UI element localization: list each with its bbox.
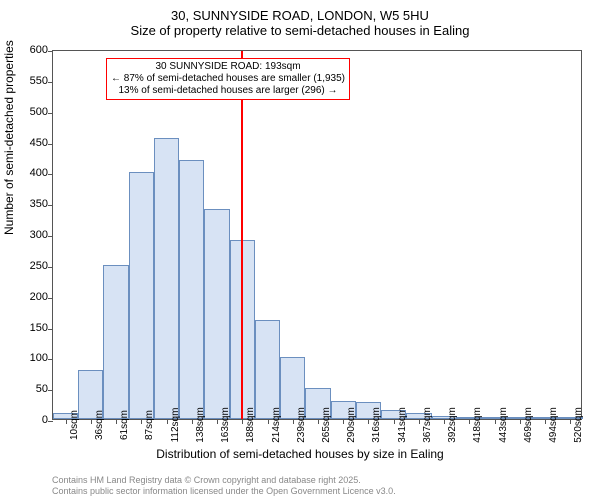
footer-line1: Contains HM Land Registry data © Crown c… <box>52 475 396 486</box>
y-tick <box>48 236 53 237</box>
x-tick-label: 392sqm <box>447 407 458 443</box>
annotation-line1: 30 SUNNYSIDE ROAD: 193sqm <box>111 61 345 73</box>
x-tick-label: 36sqm <box>94 410 105 440</box>
y-tick-label: 600 <box>8 44 48 56</box>
y-tick-label: 0 <box>8 414 48 426</box>
x-tick <box>141 419 142 424</box>
y-tick <box>48 390 53 391</box>
x-tick <box>495 419 496 424</box>
x-tick <box>368 419 369 424</box>
y-tick-label: 550 <box>8 75 48 87</box>
title-subtitle: Size of property relative to semi-detach… <box>0 23 600 38</box>
y-tick <box>48 329 53 330</box>
x-tick <box>570 419 571 424</box>
x-tick <box>192 419 193 424</box>
x-tick-label: 367sqm <box>422 407 433 443</box>
y-tick-label: 300 <box>8 229 48 241</box>
histogram-bar <box>179 160 204 419</box>
annotation-line3: 13% of semi-detached houses are larger (… <box>111 85 345 97</box>
x-tick-label: 188sqm <box>245 407 256 443</box>
y-tick <box>48 144 53 145</box>
y-tick-label: 50 <box>8 383 48 395</box>
title-address: 30, SUNNYSIDE ROAD, LONDON, W5 5HU <box>0 8 600 23</box>
x-tick <box>444 419 445 424</box>
x-tick <box>419 419 420 424</box>
x-tick <box>66 419 67 424</box>
x-tick <box>520 419 521 424</box>
y-tick-label: 150 <box>8 322 48 334</box>
x-tick-label: 418sqm <box>472 407 483 443</box>
x-tick <box>318 419 319 424</box>
y-tick <box>48 174 53 175</box>
x-tick <box>268 419 269 424</box>
y-tick-label: 250 <box>8 260 48 272</box>
y-tick <box>48 359 53 360</box>
annotation-box: 30 SUNNYSIDE ROAD: 193sqm← 87% of semi-d… <box>106 58 350 100</box>
footer-attribution: Contains HM Land Registry data © Crown c… <box>52 475 396 497</box>
y-tick-label: 100 <box>8 352 48 364</box>
x-tick <box>167 419 168 424</box>
x-tick <box>343 419 344 424</box>
y-tick <box>48 267 53 268</box>
x-tick <box>116 419 117 424</box>
annotation-line2: ← 87% of semi-detached houses are smalle… <box>111 73 345 85</box>
x-tick-label: 10sqm <box>69 410 80 440</box>
reference-line <box>241 51 243 419</box>
y-tick-label: 200 <box>8 291 48 303</box>
y-tick <box>48 205 53 206</box>
x-tick <box>242 419 243 424</box>
plot-area: 30 SUNNYSIDE ROAD: 193sqm← 87% of semi-d… <box>52 50 582 420</box>
x-tick <box>469 419 470 424</box>
x-tick-label: 163sqm <box>220 407 231 443</box>
y-tick <box>48 82 53 83</box>
y-tick-label: 450 <box>8 137 48 149</box>
histogram-bar <box>154 138 179 419</box>
x-tick-label: 239sqm <box>296 407 307 443</box>
x-tick <box>293 419 294 424</box>
x-tick-label: 214sqm <box>271 407 282 443</box>
x-axis-label: Distribution of semi-detached houses by … <box>0 447 600 461</box>
x-tick-label: 316sqm <box>371 407 382 443</box>
y-tick <box>48 113 53 114</box>
histogram-bar <box>129 172 154 419</box>
x-tick-label: 87sqm <box>144 410 155 440</box>
y-tick <box>48 421 53 422</box>
x-tick <box>394 419 395 424</box>
histogram-bar <box>103 265 128 419</box>
y-tick <box>48 51 53 52</box>
x-tick-label: 494sqm <box>548 407 559 443</box>
footer-line2: Contains public sector information licen… <box>52 486 396 497</box>
x-tick-label: 443sqm <box>498 407 509 443</box>
x-tick-label: 265sqm <box>321 407 332 443</box>
x-tick-label: 138sqm <box>195 407 206 443</box>
histogram-bar <box>204 209 229 419</box>
x-tick-label: 61sqm <box>119 410 130 440</box>
x-tick <box>217 419 218 424</box>
y-tick <box>48 298 53 299</box>
x-tick-label: 469sqm <box>523 407 534 443</box>
x-tick <box>545 419 546 424</box>
x-tick-label: 290sqm <box>346 407 357 443</box>
x-tick-label: 341sqm <box>397 407 408 443</box>
x-tick <box>91 419 92 424</box>
x-tick-label: 520sqm <box>573 407 584 443</box>
y-tick-label: 500 <box>8 106 48 118</box>
y-tick-label: 400 <box>8 167 48 179</box>
histogram-bar <box>255 320 280 419</box>
y-tick-label: 350 <box>8 198 48 210</box>
x-tick-label: 112sqm <box>170 408 181 443</box>
chart-title-block: 30, SUNNYSIDE ROAD, LONDON, W5 5HU Size … <box>0 0 600 38</box>
